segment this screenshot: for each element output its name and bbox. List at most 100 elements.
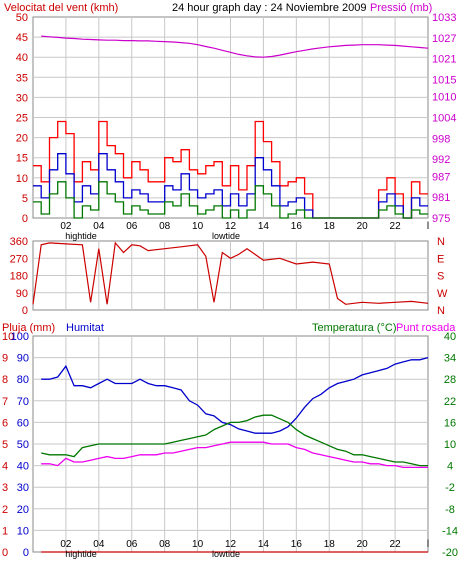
rain-tick-label: 3 [2, 482, 8, 494]
x-tick-label-bottom: 22 [390, 539, 402, 550]
x-tick-label: 02 [60, 221, 72, 232]
pressure-label: Pressió (mb) [370, 2, 432, 14]
wind-tick-label: 10 [16, 173, 28, 185]
x-tick-label: 06 [126, 221, 138, 232]
humidity-tick-label: 60 [17, 417, 29, 429]
pressure-tick-label: 975 [432, 213, 450, 225]
wind-tick-label: 20 [16, 133, 28, 145]
wind-tick-label: 40 [16, 52, 28, 64]
series-puntrosada [41, 441, 428, 469]
x-tick-label-bottom: l [427, 539, 429, 550]
wind-tick-label: 35 [16, 72, 28, 84]
humidity-tick-label: 80 [17, 374, 29, 386]
humidity-tick-label: 50 [17, 439, 29, 451]
x-tick-label-bottom: 16 [291, 539, 303, 550]
rain-tick-label: 6 [2, 417, 8, 429]
series-direction [32, 241, 429, 305]
temperature-tick-label: 16 [444, 417, 456, 429]
pressure-tick-label: 1015 [432, 74, 456, 86]
humidity-tick-label: 0 [23, 547, 29, 559]
x-tick-label: 22 [390, 221, 402, 232]
x-tick-label: l [427, 221, 429, 232]
pressure-tick-label: 992 [432, 154, 450, 166]
x-tick-label-bottom: 08 [159, 539, 171, 550]
x-tick-label-bottom: 20 [357, 539, 369, 550]
temperature-tick-label: -14 [442, 525, 458, 537]
humidity-tick-label: 10 [17, 525, 29, 537]
temperature-tick-label: -20 [442, 547, 458, 559]
pressure-tick-label: 1004 [432, 113, 456, 125]
pressure-tick-label: 998 [432, 133, 450, 145]
direction-tick-label: 90 [16, 288, 28, 300]
humidity-label: Humitat [66, 322, 104, 334]
direction-tick-label: 180 [10, 271, 28, 283]
hightide-label-bottom: hightide [65, 549, 97, 559]
x-tick-label: 10 [192, 221, 204, 232]
x-tick-label-bottom: 12 [225, 539, 237, 550]
x-tick-label-bottom: 10 [192, 539, 204, 550]
humidity-tick-label: 30 [17, 482, 29, 494]
temperature-tick-label: -2 [445, 482, 455, 494]
humidity-tick-label: 40 [17, 461, 29, 473]
lowtide-label-top: lowtide [212, 231, 240, 241]
rain-tick-label: 10 [2, 331, 14, 343]
rain-label: Pluja (mm) [2, 322, 55, 334]
dewpoint-label: Punt rosada [396, 322, 456, 334]
x-tick-label: 14 [258, 221, 270, 232]
direction-tick-label: 0 [22, 305, 28, 317]
x-tick-label: 16 [291, 221, 303, 232]
rain-tick-label: 5 [2, 439, 8, 451]
x-tick-label-bottom: 02 [60, 539, 72, 550]
rain-tick-label: 1 [2, 525, 8, 537]
x-tick-label: 18 [324, 221, 336, 232]
direction-tick-label: 270 [10, 253, 28, 265]
compass-tick-label: N [437, 305, 445, 317]
series-temperaturac [41, 414, 428, 467]
chart-title: 24 hour graph day : 24 Noviembre 2009 [172, 2, 366, 14]
series-pressimb [41, 35, 429, 58]
temperature-tick-label: 22 [444, 396, 456, 408]
pressure-tick-label: 981 [432, 192, 450, 204]
wind-tick-label: 5 [22, 193, 28, 205]
rain-tick-label: 8 [2, 374, 8, 386]
wind-tick-label: 45 [16, 32, 28, 44]
temperature-tick-label: 34 [444, 353, 456, 365]
pressure-tick-label: 1010 [432, 92, 456, 104]
rain-tick-label: 7 [2, 396, 8, 408]
x-tick-label-bottom: 18 [324, 539, 336, 550]
x-tick-label: 08 [159, 221, 171, 232]
x-tick-label-bottom: 14 [258, 539, 270, 550]
compass-tick-label: E [437, 253, 444, 265]
x-tick-label: 12 [225, 221, 237, 232]
humidity-tick-label: 20 [17, 504, 29, 516]
x-tick-label-bottom: 04 [93, 539, 105, 550]
humidity-tick-label: 90 [17, 353, 29, 365]
x-tick-label: 04 [93, 221, 105, 232]
pressure-tick-label: 1021 [432, 54, 456, 66]
compass-tick-label: W [437, 288, 448, 300]
humidity-tick-label: 100 [11, 331, 29, 343]
lowtide-label-bottom: lowtide [212, 549, 240, 559]
temperature-tick-label: 40 [444, 331, 456, 343]
pressure-tick-label: 1033 [432, 12, 456, 24]
temperature-tick-label: 10 [444, 439, 456, 451]
direction-tick-label: 360 [10, 236, 28, 248]
x-tick-label-bottom: 06 [126, 539, 138, 550]
rain-tick-label: 0 [2, 547, 8, 559]
x-tick-label: 20 [357, 221, 369, 232]
temperature-tick-label: 28 [444, 374, 456, 386]
temperature-label: Temperatura (°C) [312, 322, 396, 334]
temperature-tick-label: -8 [445, 504, 455, 516]
series-humitat [41, 356, 429, 434]
rain-tick-label: 4 [2, 461, 8, 473]
wind-tick-label: 15 [16, 153, 28, 165]
humidity-tick-label: 70 [17, 396, 29, 408]
wind-tick-label: 0 [22, 213, 28, 225]
pressure-tick-label: 1027 [432, 33, 456, 45]
wind-tick-label: 50 [16, 12, 28, 24]
compass-tick-label: S [437, 271, 444, 283]
wind-tick-label: 30 [16, 92, 28, 104]
series-low [33, 181, 428, 219]
